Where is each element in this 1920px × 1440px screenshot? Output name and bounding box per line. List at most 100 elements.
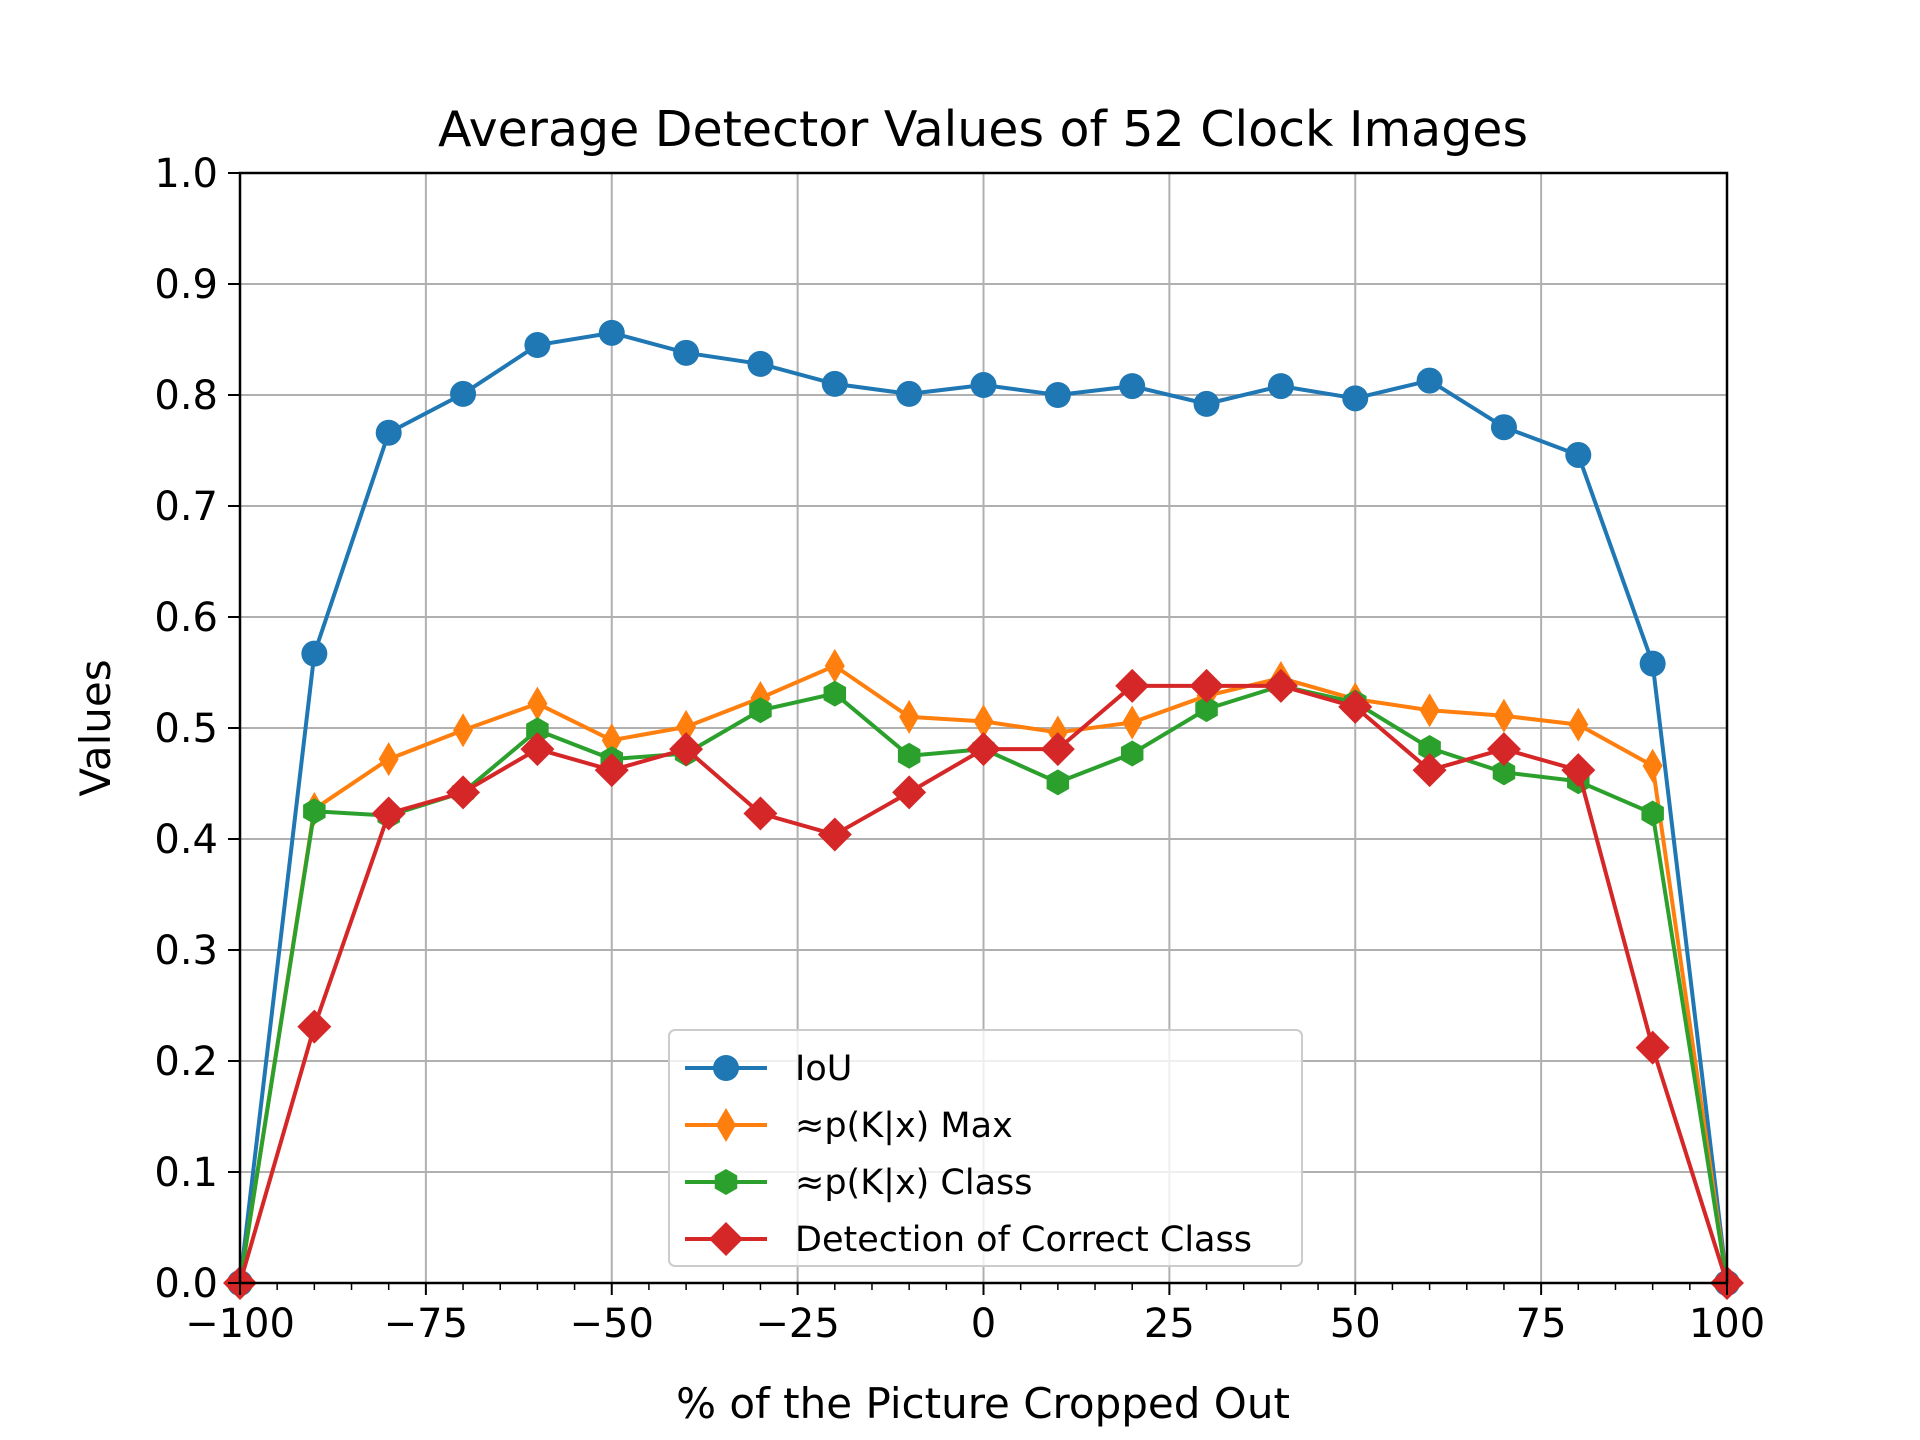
data-point bbox=[1416, 367, 1443, 394]
data-point bbox=[817, 817, 852, 852]
data-point bbox=[1122, 705, 1143, 740]
x-tick-label: −75 bbox=[384, 1301, 468, 1347]
legend-entry: IoU bbox=[685, 1049, 852, 1089]
data-point bbox=[1044, 382, 1071, 408]
axis-ticks: −100 −75 −50 −25 0 25 50 75 100 0.0 0.1 0.2 0.3 0.4 0.… bbox=[154, 151, 1765, 1347]
series-4 bbox=[223, 668, 1744, 1300]
data-point bbox=[1642, 748, 1663, 783]
data-point bbox=[450, 380, 477, 407]
y-tick-label: 1.0 bbox=[154, 151, 218, 197]
data-point bbox=[527, 686, 548, 721]
data-point bbox=[1419, 693, 1440, 728]
data-point bbox=[1486, 732, 1521, 767]
data-point bbox=[375, 419, 402, 446]
data-point bbox=[1119, 373, 1146, 400]
legend-label: ≈p(K|x) Max bbox=[795, 1106, 1013, 1146]
legend-label: Detection of Correct Class bbox=[795, 1220, 1252, 1260]
legend-label: ≈p(K|x) Class bbox=[795, 1163, 1033, 1203]
y-tick-label: 0.7 bbox=[154, 484, 218, 530]
data-point bbox=[1046, 769, 1070, 796]
data-point bbox=[973, 704, 994, 739]
data-point bbox=[446, 775, 481, 810]
data-point bbox=[1641, 800, 1664, 827]
legend-marker bbox=[716, 1108, 736, 1142]
y-tick-label: 0.4 bbox=[154, 817, 218, 863]
data-point bbox=[1418, 734, 1441, 761]
data-point bbox=[747, 350, 774, 377]
data-point bbox=[1490, 414, 1517, 441]
legend-marker bbox=[713, 1055, 739, 1081]
data-point bbox=[1412, 753, 1447, 788]
data-point bbox=[297, 1009, 332, 1044]
data-point bbox=[896, 380, 923, 407]
legend-entry: ≈p(K|x) Class bbox=[685, 1163, 1033, 1203]
data-point bbox=[897, 742, 921, 769]
data-point bbox=[823, 680, 847, 707]
x-tick-label: 25 bbox=[1144, 1301, 1195, 1347]
data-point bbox=[1342, 385, 1369, 412]
legend-entry: ≈p(K|x) Max bbox=[685, 1106, 1013, 1146]
data-point bbox=[598, 319, 625, 346]
data-point bbox=[749, 697, 772, 724]
y-tick-label: 0.0 bbox=[154, 1261, 218, 1307]
y-tick-label: 0.1 bbox=[154, 1150, 218, 1196]
data-point bbox=[1635, 1030, 1670, 1065]
data-point bbox=[1568, 707, 1589, 742]
x-tick-label: 50 bbox=[1330, 1301, 1381, 1347]
y-tick-label: 0.3 bbox=[154, 928, 218, 974]
legend-marker bbox=[709, 1222, 743, 1256]
data-point bbox=[821, 370, 848, 397]
data-point bbox=[1493, 698, 1514, 733]
y-axis-label: Values bbox=[71, 659, 120, 796]
data-point bbox=[1639, 650, 1666, 677]
data-point bbox=[1120, 740, 1144, 767]
data-point bbox=[378, 742, 399, 777]
data-point bbox=[669, 732, 704, 767]
data-point bbox=[1193, 390, 1220, 417]
data-point bbox=[743, 796, 778, 831]
x-tick-label: 0 bbox=[971, 1301, 996, 1347]
x-tick-label: −25 bbox=[755, 1301, 839, 1347]
data-point bbox=[303, 798, 326, 825]
data-point bbox=[524, 332, 551, 359]
legend-box bbox=[668, 1029, 1303, 1267]
x-axis-label: % of the Picture Cropped Out bbox=[676, 1379, 1290, 1428]
legend-entry: Detection of Correct Class bbox=[685, 1220, 1252, 1260]
legend: IoU ≈p(K|x) Max ≈p(K|x) Class Detection of … bbox=[668, 1029, 1303, 1267]
y-tick-label: 0.8 bbox=[154, 373, 218, 419]
y-tick-label: 0.9 bbox=[154, 262, 218, 308]
data-point bbox=[453, 713, 474, 748]
data-point bbox=[1267, 373, 1294, 400]
data-point bbox=[301, 640, 328, 667]
y-tick-label: 0.2 bbox=[154, 1039, 218, 1085]
data-point bbox=[673, 339, 700, 366]
data-point bbox=[1565, 441, 1592, 468]
data-point bbox=[676, 709, 697, 744]
y-tick-label: 0.5 bbox=[154, 706, 218, 752]
x-tick-label: 100 bbox=[1689, 1301, 1765, 1347]
y-tick-label: 0.6 bbox=[154, 595, 218, 641]
data-point bbox=[1263, 668, 1298, 703]
legend-label: IoU bbox=[795, 1049, 852, 1089]
data-point bbox=[520, 732, 555, 767]
data-point bbox=[1338, 689, 1373, 724]
plot-series bbox=[223, 319, 1744, 1300]
data-point bbox=[601, 723, 622, 758]
data-point bbox=[966, 732, 1001, 767]
data-point bbox=[824, 648, 845, 683]
data-point bbox=[1492, 759, 1516, 786]
data-point bbox=[1115, 668, 1150, 703]
legend-marker bbox=[714, 1169, 738, 1195]
data-point bbox=[526, 717, 549, 744]
x-tick-label: −100 bbox=[185, 1301, 295, 1347]
x-tick-label: 75 bbox=[1516, 1301, 1567, 1347]
x-tick-label: −50 bbox=[570, 1301, 654, 1347]
data-point bbox=[899, 699, 920, 734]
data-point bbox=[1040, 732, 1075, 767]
data-point bbox=[594, 753, 629, 788]
data-point bbox=[1189, 668, 1224, 703]
data-point bbox=[970, 372, 997, 399]
chart-title: Average Detector Values of 52 Clock Imag… bbox=[438, 101, 1528, 158]
data-point bbox=[1561, 753, 1596, 788]
